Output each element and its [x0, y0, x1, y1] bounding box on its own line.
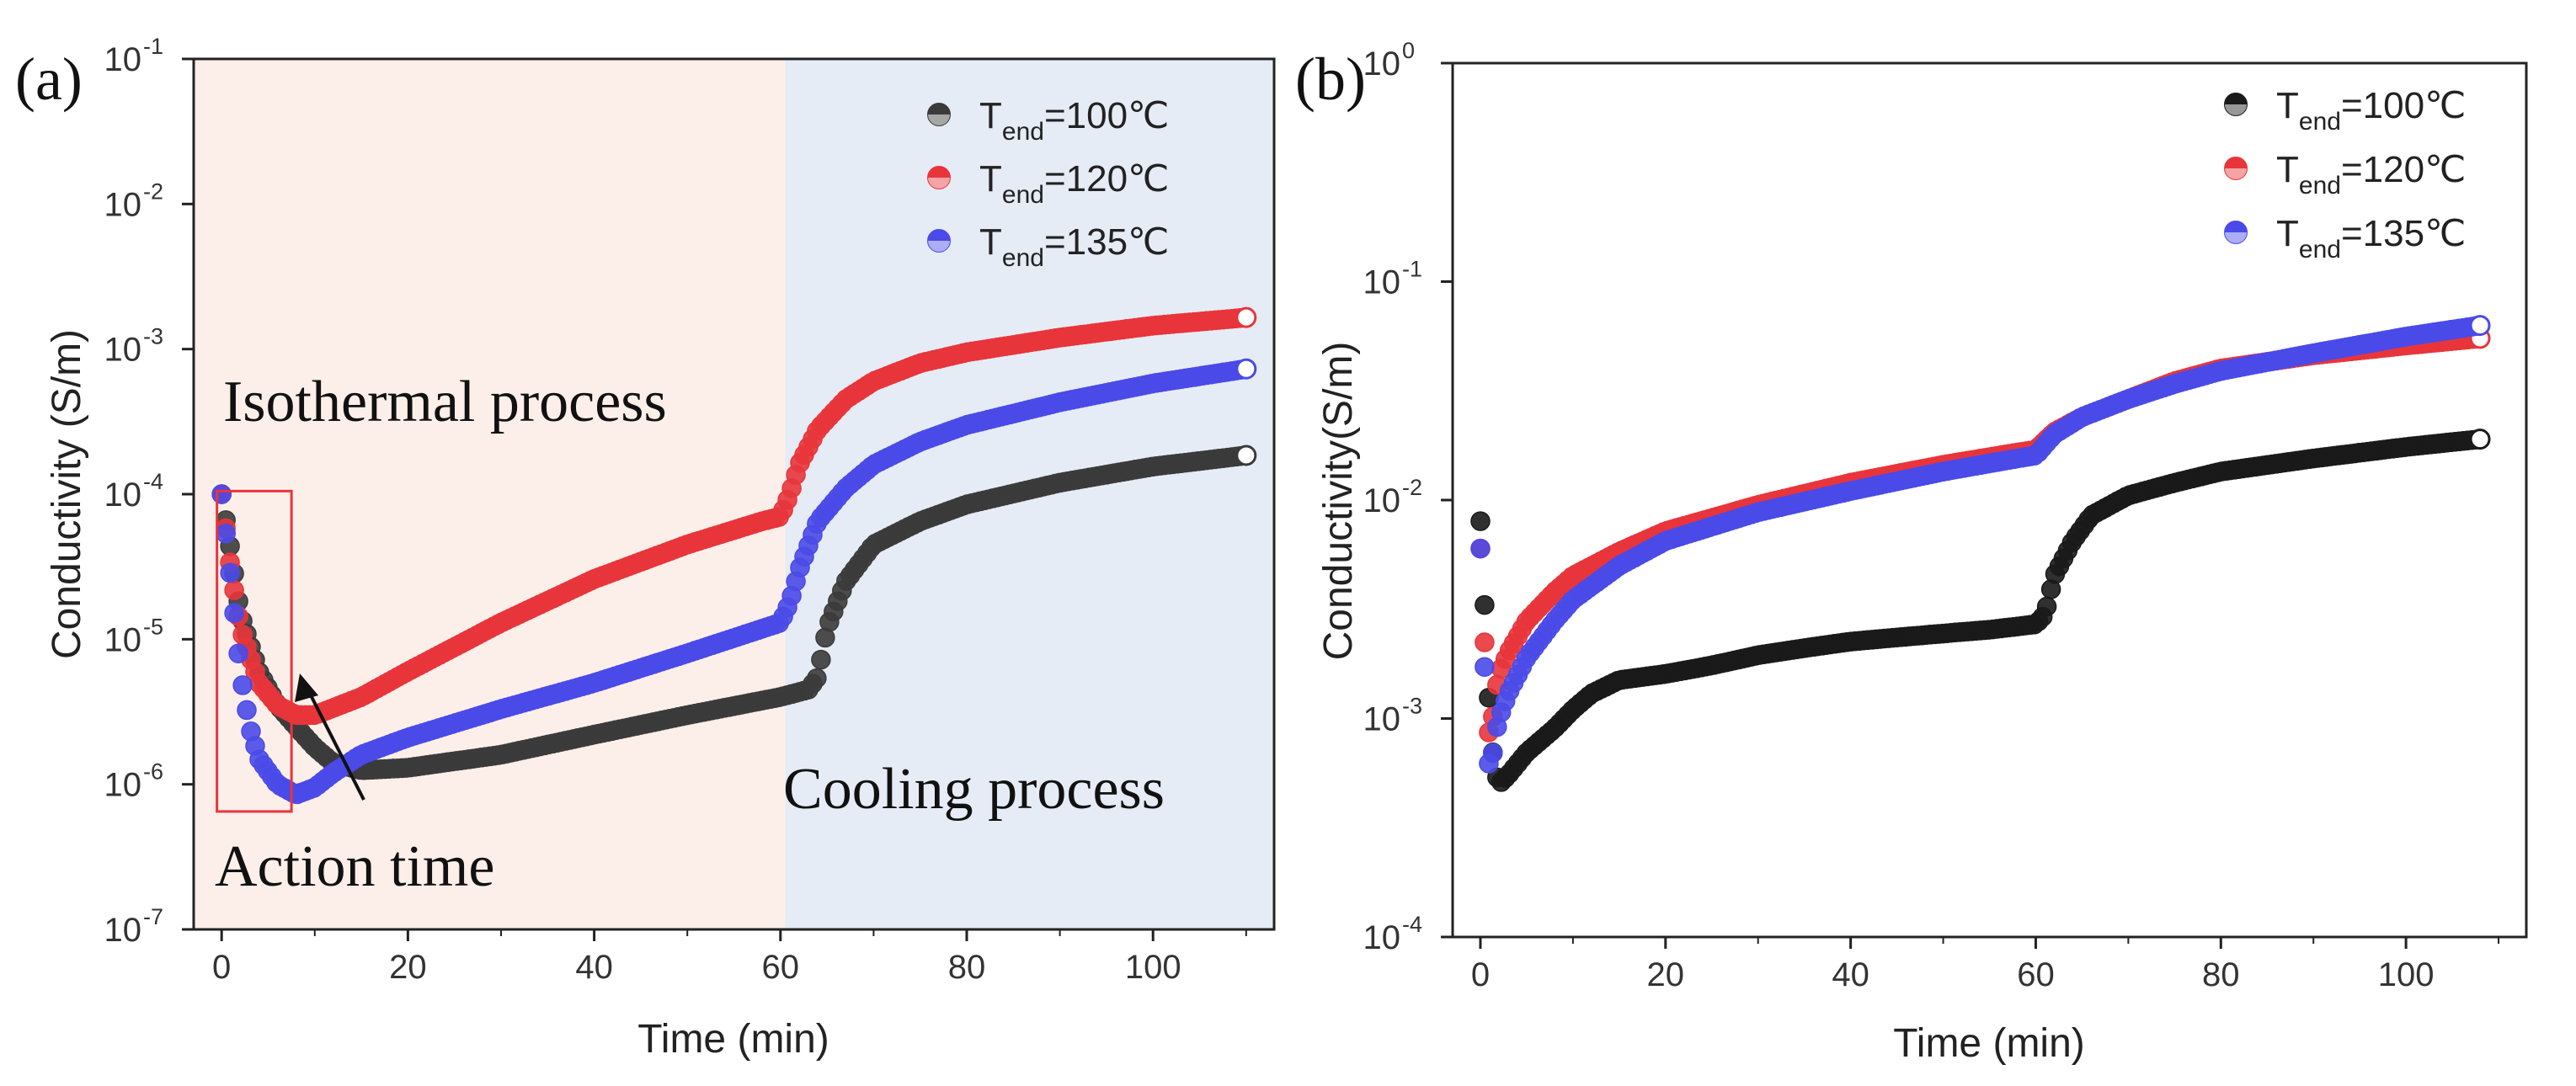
x-tick-label: 0	[1471, 956, 1490, 993]
data-point	[220, 562, 240, 583]
legend-marker-highlight	[2225, 232, 2247, 243]
legend-item: Tend=120℃	[2224, 149, 2466, 200]
data-point	[1483, 743, 1503, 764]
panel-a-y-axis-label: Conductivity (S/m)	[45, 329, 89, 659]
data-point	[211, 484, 232, 504]
x-tick-label: 40	[1832, 956, 1869, 993]
y-tick-label: 10	[1363, 701, 1401, 738]
y-tick-exponent: -1	[1402, 257, 1422, 282]
x-tick-label: 40	[575, 949, 613, 986]
y-tick-label: 10	[104, 41, 142, 78]
data-point-end	[2469, 429, 2491, 450]
x-tick-label: 0	[212, 949, 231, 986]
series-t-end-100-	[1470, 429, 2491, 792]
y-tick-label: 10	[104, 912, 142, 949]
isothermal-process-annotation: Isothermal process	[223, 370, 667, 434]
x-tick-label: 80	[2202, 956, 2240, 993]
series-t-end-135-	[1470, 315, 2491, 774]
panel-a-label: (a)	[15, 45, 83, 113]
y-tick-label: 10	[104, 621, 142, 658]
y-tick-exponent: -3	[1402, 694, 1422, 719]
y-tick-label: 10	[104, 186, 142, 223]
data-point	[1475, 632, 1495, 652]
legend-label: Tend=120℃	[2276, 149, 2466, 200]
action-time-arrowhead	[295, 673, 318, 702]
x-tick-label: 80	[948, 949, 986, 986]
x-tick-label: 60	[2017, 956, 2055, 993]
y-tick-label: 10	[104, 767, 142, 804]
y-tick-exponent: -2	[1402, 475, 1422, 500]
legend-marker-highlight	[2225, 168, 2247, 179]
panel-a-x-axis-label: Time (min)	[637, 1017, 829, 1062]
data-point	[1475, 594, 1495, 615]
cooling-process-annotation: Cooling process	[783, 757, 1165, 822]
y-tick-exponent: -7	[143, 904, 163, 929]
y-tick-label: 10	[1363, 264, 1401, 301]
series-t-end-135-	[211, 358, 1257, 805]
panel-a-legend: Tend=100℃ Tend=120℃ Tend=135℃	[927, 95, 1169, 272]
legend-label: Tend=135℃	[2276, 213, 2466, 264]
legend-label: Tend=100℃	[2276, 85, 2466, 136]
y-tick-label: 10	[1363, 45, 1401, 83]
data-point	[224, 580, 244, 600]
x-tick-label: 20	[1647, 956, 1685, 993]
data-point-end	[2469, 315, 2491, 337]
data-point	[1470, 511, 1491, 531]
y-tick-exponent: -1	[143, 34, 163, 59]
data-point	[232, 675, 253, 695]
action-time-arrow	[303, 683, 365, 801]
legend-item: Tend=100℃	[2224, 85, 2466, 136]
action-time-highlight-box	[216, 489, 293, 813]
action-time-annotation: Action time	[215, 834, 494, 899]
data-point	[224, 603, 244, 623]
series-t-end-120-	[211, 306, 1257, 726]
data-point	[228, 643, 248, 663]
data-point	[2036, 596, 2057, 617]
y-tick-label: 10	[1363, 482, 1401, 519]
region-isothermal	[194, 59, 786, 929]
y-tick-label: 10	[1363, 919, 1401, 956]
data-point	[216, 523, 236, 544]
y-tick-label: 10	[104, 332, 142, 369]
legend-marker-highlight	[928, 178, 950, 189]
x-tick-label: 60	[762, 949, 800, 986]
y-tick-exponent: -2	[143, 178, 163, 204]
legend-item: Tend=135℃	[927, 221, 1169, 272]
legend-label: Tend=100℃	[979, 95, 1169, 146]
data-point	[807, 668, 827, 689]
y-tick-exponent: -4	[143, 469, 163, 494]
data-point-end	[1235, 306, 1257, 328]
legend-label: Tend=135℃	[979, 221, 1169, 272]
legend-item: Tend=120℃	[927, 158, 1169, 209]
legend-item: Tend=135℃	[2224, 213, 2466, 264]
x-tick-label: 20	[389, 949, 427, 986]
y-tick-exponent: 0	[1402, 38, 1415, 63]
panel-b-plot-frame	[1451, 61, 2528, 939]
legend-item: Tend=100℃	[927, 95, 1169, 146]
y-tick-exponent: -4	[1402, 912, 1422, 937]
y-tick-exponent: -5	[143, 614, 163, 639]
data-point	[1475, 657, 1495, 677]
x-tick-label: 100	[2378, 956, 2435, 993]
data-point	[1470, 538, 1491, 559]
data-point-end	[1235, 358, 1257, 380]
legend-label: Tend=120℃	[979, 158, 1169, 209]
panel-b-legend: Tend=100℃ Tend=120℃ Tend=135℃	[2224, 85, 2466, 264]
legend-marker-highlight	[928, 241, 950, 252]
data-point-end	[1235, 445, 1257, 466]
panel-b-y-axis-label: Conductivity(S/m)	[1316, 342, 1361, 661]
y-tick-exponent: -6	[143, 759, 163, 785]
panel-b-label: (b)	[1295, 45, 1366, 113]
legend-marker-highlight	[928, 114, 950, 125]
data-point	[237, 700, 257, 721]
y-tick-exponent: -3	[143, 324, 163, 349]
panel-a: 0 20 40 60 80 10010-710-610-510-410-310-210-1…	[15, 34, 1276, 1062]
y-tick-label: 10	[104, 476, 142, 514]
data-point	[811, 649, 831, 670]
legend-marker-highlight	[2225, 104, 2247, 115]
panel-b-x-axis-label: Time (min)	[1893, 1021, 2085, 1066]
x-tick-label: 100	[1125, 949, 1181, 986]
